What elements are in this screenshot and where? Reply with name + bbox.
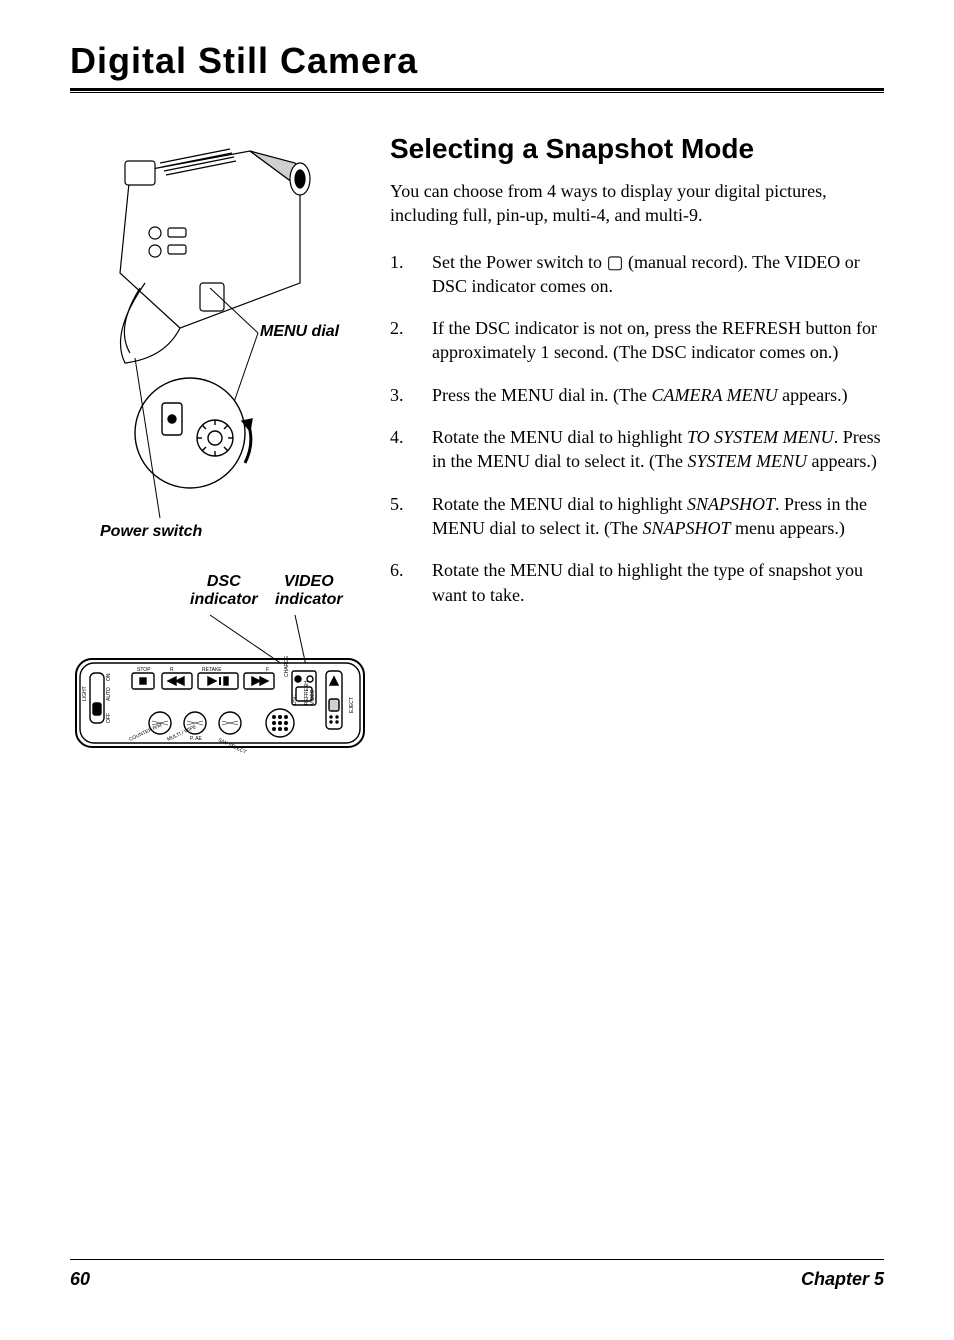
step-5-em1: SNAPSHOT [687, 494, 775, 514]
panel-charge-label: CHARGE [284, 655, 290, 677]
step-4: Rotate the MENU dial to highlight TO SYS… [390, 425, 884, 474]
panel-refresh-label: REFRESH [304, 681, 310, 705]
step-3-em1: CAMERA MENU [651, 385, 777, 405]
step-3: Press the MENU dial in. (The CAMERA MENU… [390, 383, 884, 407]
step-3-pre: Press the MENU dial in. (The [432, 385, 651, 405]
panel-on-label: ON [106, 673, 112, 681]
step-1-pre: Set the Power switch to [432, 252, 606, 272]
step-5-em2: SNAPSHOT [642, 518, 730, 538]
step-3-mid: appears.) [778, 385, 848, 405]
panel-light-label: LIGHT [82, 686, 88, 701]
panel-eject-label: EJECT [349, 697, 355, 713]
step-2-text: If the DSC indicator is not on, press th… [432, 318, 877, 362]
step-4-em1: TO SYSTEM MENU [687, 427, 834, 447]
panel-r-label: R [170, 667, 174, 673]
step-5: Rotate the MENU dial to highlight SNAPSH… [390, 492, 884, 541]
footer-rule [70, 1259, 884, 1260]
intro-paragraph: You can choose from 4 ways to display yo… [390, 179, 884, 228]
step-6-text: Rotate the MENU dial to highlight the ty… [432, 560, 863, 604]
chapter-title: Digital Still Camera [70, 40, 884, 82]
camcorder-diagram: MENU dial [70, 133, 370, 553]
chapter-ref: Chapter 5 [801, 1269, 884, 1290]
panel-pae-label: P. AE [190, 736, 203, 742]
section-heading: Selecting a Snapshot Mode [390, 133, 884, 165]
step-5-pre: Rotate the MENU dial to highlight [432, 494, 687, 514]
power-switch-label: Power switch [100, 523, 202, 541]
step-1: Set the Power switch to ▢ (manual record… [390, 250, 884, 299]
panel-auto-label: AUTO [106, 687, 112, 701]
page-number: 60 [70, 1269, 90, 1290]
step-1-glyph: ▢ [606, 252, 623, 272]
step-4-em2: SYSTEM MENU [687, 451, 807, 471]
title-rule-thick [70, 88, 884, 91]
diagrams-column: MENU dial [70, 133, 390, 773]
control-panel-svg: STOP R RETAKE F CHARGE VIDEO REFRESH DSC… [70, 573, 370, 773]
panel-stop-label: STOP [137, 667, 151, 673]
panel-dsc-label: DSC [292, 694, 298, 705]
step-2: If the DSC indicator is not on, press th… [390, 316, 884, 365]
panel-retake-label: RETAKE [202, 667, 222, 673]
step-4-pre: Rotate the MENU dial to highlight [432, 427, 687, 447]
step-5-post: menu appears.) [730, 518, 844, 538]
panel-f-label: F [266, 667, 269, 673]
camcorder-svg [70, 133, 370, 553]
text-column: Selecting a Snapshot Mode You can choose… [390, 133, 884, 773]
panel-video-label: VIDEO [310, 689, 316, 705]
title-rule-thin [70, 92, 884, 93]
control-panel-diagram: DSC indicator VIDEO indicator [70, 573, 370, 773]
steps-list: Set the Power switch to ▢ (manual record… [390, 250, 884, 607]
step-6: Rotate the MENU dial to highlight the ty… [390, 558, 884, 607]
step-4-post: appears.) [807, 451, 877, 471]
panel-off-label: OFF [106, 713, 112, 723]
